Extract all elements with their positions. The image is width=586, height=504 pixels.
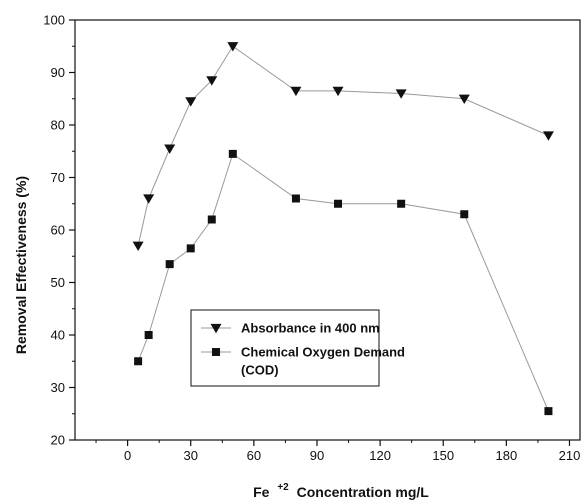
y-tick-label: 30 (51, 380, 65, 395)
series-1-point (132, 241, 144, 251)
series-1-point (290, 86, 302, 97)
x-axis-title-superscript: +2 (277, 482, 289, 493)
x-tick-label: 210 (559, 448, 581, 463)
series-1-point (206, 76, 218, 86)
y-tick-label: 80 (51, 118, 65, 133)
series-1-point (143, 194, 155, 204)
x-tick-label: 150 (432, 448, 454, 463)
x-axis-ticks: 0 30 60 90 120 150 180 210 (95, 440, 581, 463)
series-2-point (228, 149, 237, 158)
series-2-point (291, 194, 300, 203)
series-2-point (334, 199, 343, 208)
series-1-point (395, 89, 407, 99)
series-2-point (144, 331, 153, 339)
x-axis-title: Fe +2 Concentration mg/L (253, 477, 429, 500)
series-1-point (458, 94, 470, 104)
series-2-point (134, 357, 143, 366)
x-tick-label: 30 (183, 448, 197, 463)
series-layer (132, 42, 554, 416)
legend: Absorbance in 400 nm Chemical Oxygen Dema… (190, 309, 405, 387)
series-2-point (544, 407, 553, 416)
legend-label: (COD) (241, 363, 279, 378)
legend-marker (212, 348, 220, 356)
series-1 (132, 42, 554, 251)
y-tick-label: 50 (51, 275, 65, 290)
x-tick-label: 120 (369, 448, 391, 463)
series-2-point (460, 210, 469, 219)
y-tick-label: 70 (51, 170, 65, 185)
series-1-point (332, 86, 344, 97)
y-tick-label: 20 (51, 433, 65, 448)
legend-label: Absorbance in 400 nm (241, 321, 380, 336)
series-1-line (137, 45, 549, 246)
y-axis-ticks: 20 30 40 50 60 70 80 90 100 (43, 13, 75, 448)
series-2-point (165, 260, 174, 269)
y-tick-label: 90 (51, 65, 65, 80)
x-tick-label: 60 (247, 448, 261, 463)
series-1-point (542, 131, 554, 141)
x-tick-label: 180 (496, 448, 518, 463)
series-2-point (397, 199, 406, 208)
x-axis-title-prefix: Fe (253, 484, 270, 500)
legend-box (190, 309, 380, 387)
series-1-point (227, 42, 239, 52)
y-tick-label: 40 (51, 328, 65, 343)
series-1-point (185, 97, 197, 107)
y-axis-title: Removal Effectiveness (%) (13, 176, 29, 354)
legend-marker (210, 323, 222, 334)
x-axis-title-suffix: Concentration mg/L (297, 484, 430, 500)
series-2-point (186, 244, 195, 253)
legend-label: Chemical Oxygen Demand (241, 345, 405, 360)
y-tick-label: 100 (43, 13, 65, 28)
x-tick-label: 0 (124, 448, 131, 463)
y-tick-label: 60 (51, 223, 65, 238)
series-2 (134, 149, 553, 416)
x-tick-label: 90 (310, 448, 324, 463)
series-1-point (164, 144, 176, 154)
series-2-point (207, 215, 216, 224)
